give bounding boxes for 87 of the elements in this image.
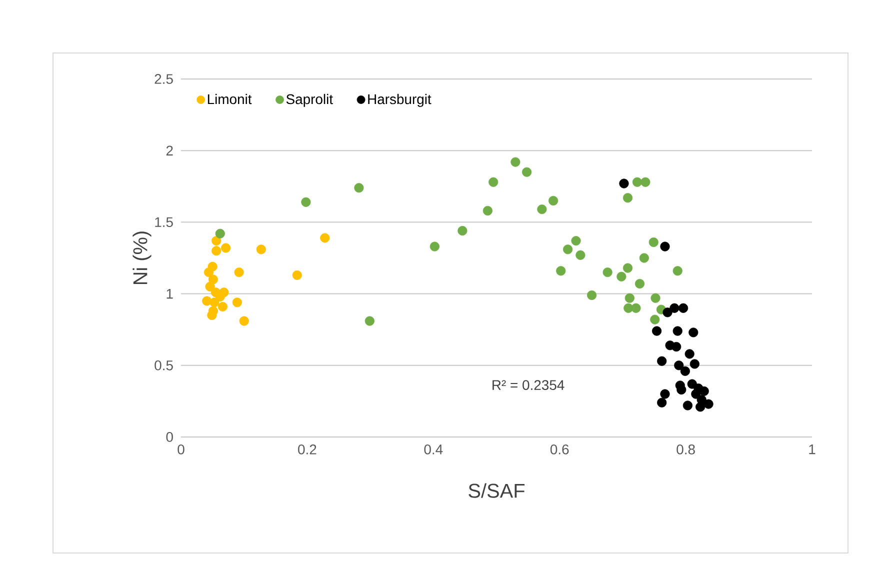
point — [522, 167, 532, 177]
point — [556, 266, 566, 276]
point — [232, 298, 242, 308]
point — [212, 236, 222, 246]
point — [684, 349, 694, 359]
point — [563, 244, 573, 254]
point — [239, 316, 249, 326]
point — [488, 177, 498, 187]
point — [616, 272, 626, 282]
point — [571, 236, 581, 246]
point — [650, 314, 660, 324]
point — [622, 193, 633, 203]
point — [672, 266, 682, 276]
point — [634, 278, 645, 289]
x-tick-label: 0.4 — [424, 444, 443, 454]
y-axis-title: Ni (%) — [132, 232, 152, 284]
point — [364, 316, 374, 326]
point — [699, 386, 709, 396]
point — [662, 308, 672, 318]
point — [221, 243, 231, 253]
point — [202, 296, 212, 306]
x-axis-title: S/SAF — [468, 483, 525, 498]
point — [670, 303, 680, 313]
point — [680, 366, 690, 376]
point — [640, 177, 650, 187]
point — [672, 342, 682, 352]
point — [622, 263, 633, 273]
point — [660, 389, 670, 399]
point — [204, 268, 214, 278]
point — [639, 253, 649, 263]
point — [688, 328, 698, 338]
y-tick-label: 1.5 — [155, 217, 173, 228]
legend-label: Saprolit — [286, 94, 333, 107]
point — [632, 177, 642, 187]
point — [256, 244, 266, 254]
y-tick-label: 1 — [166, 288, 173, 299]
point — [218, 302, 228, 312]
y-tick-label: 2 — [166, 146, 173, 156]
point — [576, 250, 586, 260]
x-tick-label: 0 — [178, 444, 184, 454]
point — [208, 274, 218, 284]
point — [676, 384, 686, 395]
point — [650, 293, 660, 303]
point — [691, 389, 701, 399]
point — [657, 356, 667, 366]
point — [631, 303, 641, 313]
point — [210, 298, 220, 308]
point — [482, 206, 492, 216]
point — [215, 228, 225, 238]
point — [619, 178, 629, 188]
point — [510, 157, 520, 167]
point — [652, 326, 662, 336]
point — [696, 394, 706, 405]
point — [704, 399, 714, 409]
legend-label: Limonit — [208, 94, 252, 104]
point — [354, 183, 364, 193]
point — [674, 360, 684, 370]
point — [537, 204, 547, 214]
point — [690, 359, 700, 369]
y-tick-label: 0 — [166, 432, 173, 442]
point — [208, 306, 218, 316]
y-tick-label: 0.5 — [154, 360, 173, 370]
x-tick-label: 0.8 — [676, 444, 695, 454]
point — [320, 233, 330, 243]
point — [430, 242, 440, 252]
point — [657, 398, 667, 408]
point — [458, 226, 468, 236]
point — [301, 197, 311, 207]
point — [586, 290, 597, 300]
point — [672, 326, 682, 336]
point — [682, 400, 693, 410]
x-tick-label: 1 — [809, 444, 816, 454]
point — [292, 270, 302, 280]
legend-label: Harsburgit — [368, 94, 432, 107]
point — [660, 242, 670, 252]
y-tick-label: 2.5 — [154, 74, 173, 84]
point — [602, 268, 612, 278]
annotation: R² = 0.2354 — [492, 380, 564, 390]
point — [212, 246, 222, 256]
x-tick-label: 0.6 — [550, 444, 569, 454]
point — [648, 237, 658, 248]
point — [624, 293, 634, 303]
x-tick-label: 0.2 — [298, 444, 316, 454]
point — [678, 303, 688, 313]
point — [548, 196, 558, 206]
point — [234, 268, 244, 278]
point — [205, 282, 215, 292]
